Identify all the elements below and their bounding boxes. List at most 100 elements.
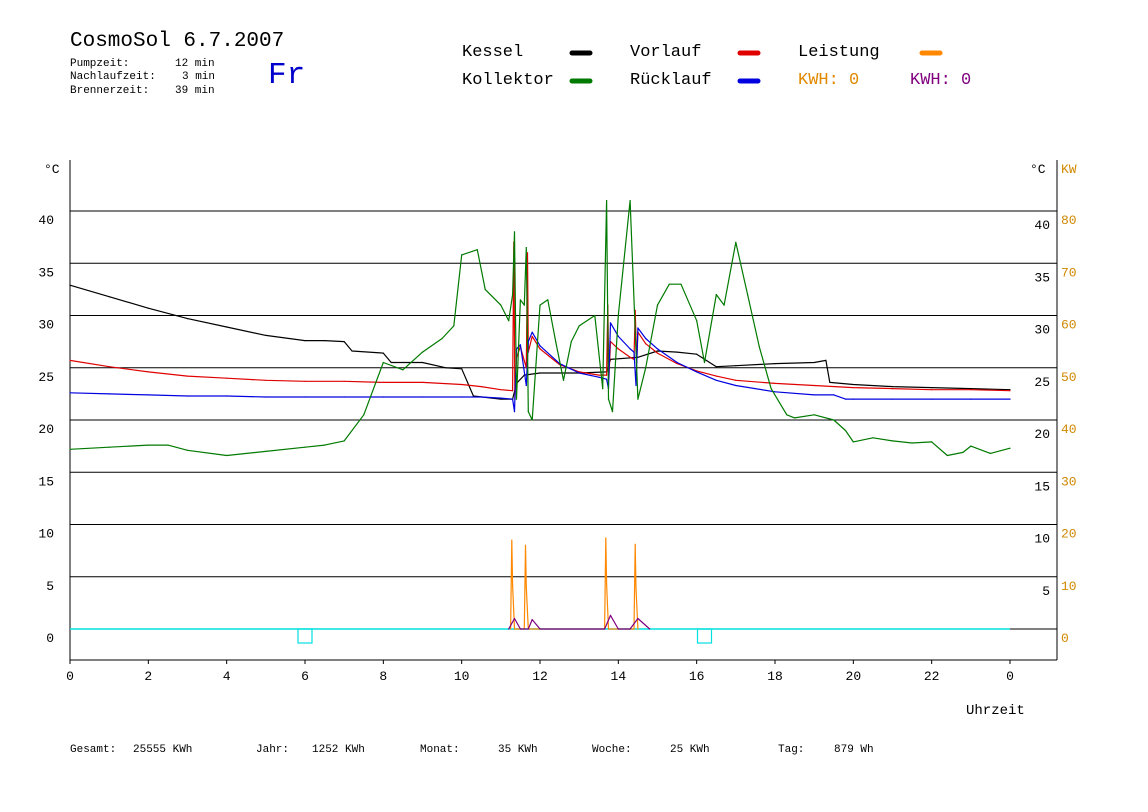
series-point-kwh2-2 bbox=[519, 628, 522, 630]
series-point-kollektor-67 bbox=[962, 451, 964, 453]
series-point-vorlauf-5 bbox=[265, 379, 267, 381]
footer-woche-value: 25 KWh bbox=[670, 744, 710, 756]
time-value-brenner: 39 min bbox=[175, 85, 215, 97]
series-point-ruecklauf-17 bbox=[525, 384, 527, 387]
series-line-kollektor bbox=[69, 200, 1011, 457]
series-point-kollektor-61 bbox=[852, 441, 854, 443]
series-point-vorlauf-30 bbox=[617, 348, 619, 350]
series-point-ruecklauf-23 bbox=[598, 376, 600, 378]
footer-gesamt-value: 25555 KWh bbox=[133, 744, 193, 756]
series-point-vorlauf-25 bbox=[598, 374, 600, 376]
series-point-kollektor-18 bbox=[484, 288, 486, 290]
series-point-kollektor-14 bbox=[441, 337, 443, 340]
series-point-ruecklauf-1 bbox=[108, 393, 110, 395]
series-point-leistung-3 bbox=[513, 628, 516, 630]
series-line-kessel bbox=[69, 284, 1011, 400]
x-tick-label-10: 20 bbox=[846, 669, 862, 684]
series-point-kessel-20 bbox=[539, 372, 541, 374]
series-point-ruecklauf-41 bbox=[844, 398, 847, 400]
series-point-vorlauf-26 bbox=[606, 374, 608, 376]
footer-jahr-value: 1252 KWh bbox=[312, 744, 365, 756]
x-tick-label-12: 0 bbox=[1006, 669, 1014, 684]
y-right2-tick-label-2: 20 bbox=[1061, 527, 1077, 542]
series-point-vorlauf-2 bbox=[147, 371, 149, 373]
time-value-nachlauf: 3 min bbox=[182, 71, 216, 83]
legend-kwh1-label: KWH: 0 bbox=[798, 71, 860, 90]
series-point-ruecklauf-37 bbox=[735, 384, 737, 387]
series-point-kollektor-42 bbox=[629, 200, 631, 202]
series-point-kessel-1 bbox=[108, 296, 110, 298]
series-point-kollektor-60 bbox=[844, 429, 847, 432]
series-point-kollektor-15 bbox=[453, 325, 455, 327]
y-left-tick-label-8: 40 bbox=[38, 213, 54, 228]
series-point-kessel-25 bbox=[656, 350, 659, 352]
y-left-tick-label-7: 35 bbox=[38, 265, 54, 280]
series-point-kollektor-46 bbox=[668, 283, 670, 285]
series-point-kollektor-16 bbox=[461, 254, 463, 256]
series-point-kessel-16 bbox=[500, 398, 502, 400]
series-point-vorlauf-44 bbox=[852, 387, 854, 389]
series-point-kollektor-28 bbox=[531, 419, 533, 421]
series-point-kollektor-24 bbox=[519, 299, 522, 301]
footer-woche-label: Woche: bbox=[592, 744, 632, 756]
series-point-kessel-7 bbox=[324, 340, 326, 342]
series-point-kollektor-44 bbox=[645, 367, 647, 369]
x-tick-label-0: 0 bbox=[66, 669, 74, 684]
y-left-tick-label-5: 25 bbox=[38, 370, 54, 385]
x-tick-label-2: 4 bbox=[223, 669, 231, 684]
series-point-ruecklauf-4 bbox=[226, 395, 228, 397]
series-point-leistung-14 bbox=[635, 587, 637, 589]
x-tick-label-3: 6 bbox=[301, 669, 309, 684]
series-point-kollektor-64 bbox=[911, 442, 913, 444]
x-tick-label-11: 22 bbox=[924, 669, 940, 684]
series-point-vorlauf-47 bbox=[970, 389, 972, 391]
series-point-kollektor-39 bbox=[607, 398, 610, 400]
series-point-ruecklauf-27 bbox=[617, 335, 619, 337]
series-point-ruecklauf-3 bbox=[186, 395, 189, 397]
series-point-ruecklauf-9 bbox=[421, 396, 424, 398]
series-point-ruecklauf-14 bbox=[513, 411, 516, 413]
series-point-leistung-12 bbox=[633, 628, 635, 630]
series-point-ruecklauf-10 bbox=[461, 396, 463, 398]
series-point-vorlauf-46 bbox=[931, 389, 933, 391]
series-point-kollektor-23 bbox=[515, 398, 518, 400]
series-point-ruecklauf-44 bbox=[931, 398, 933, 400]
y-right2-unit-label: KW bbox=[1061, 162, 1077, 177]
series-point-kessel-14 bbox=[461, 368, 463, 370]
series-point-ruecklauf-0 bbox=[69, 392, 71, 394]
series-point-kollektor-11 bbox=[382, 361, 384, 364]
series-point-leistung-9 bbox=[605, 537, 607, 539]
series-point-kessel-3 bbox=[186, 318, 189, 320]
series-point-kollektor-2 bbox=[147, 444, 149, 446]
series-point-kwh2-9 bbox=[629, 628, 631, 630]
series-point-kollektor-37 bbox=[602, 388, 604, 390]
series-point-vorlauf-42 bbox=[774, 382, 776, 384]
series-point-ruecklauf-45 bbox=[970, 398, 972, 400]
legend-ruecklauf-label: Rücklauf bbox=[630, 71, 712, 90]
series-point-ruecklauf-30 bbox=[635, 384, 637, 387]
series-point-kessel-8 bbox=[343, 341, 345, 343]
series-point-vorlauf-7 bbox=[343, 380, 345, 382]
series-point-kollektor-63 bbox=[891, 440, 894, 442]
y-left-tick-label-1: 5 bbox=[46, 579, 54, 594]
y-right-tick-label-2: 15 bbox=[1034, 479, 1050, 494]
series-point-kollektor-40 bbox=[611, 411, 614, 413]
series-point-kessel-12 bbox=[421, 361, 424, 364]
series-point-kessel-29 bbox=[735, 365, 737, 367]
series-point-ruecklauf-31 bbox=[637, 327, 639, 329]
footer-monat-label: Monat: bbox=[420, 744, 460, 756]
series-point-kessel-27 bbox=[696, 353, 698, 355]
series-point-kollektor-22 bbox=[513, 231, 516, 233]
series-point-vorlauf-8 bbox=[382, 381, 384, 383]
series-point-kollektor-68 bbox=[970, 445, 972, 447]
x-tick-label-7: 14 bbox=[611, 669, 627, 684]
series-point-ruecklauf-39 bbox=[813, 394, 815, 396]
series-point-kollektor-66 bbox=[946, 454, 948, 457]
y-right2-tick-label-0: 0 bbox=[1061, 631, 1069, 646]
series-point-kollektor-8 bbox=[324, 444, 326, 446]
series-point-ruecklauf-36 bbox=[715, 379, 717, 381]
series-point-kollektor-5 bbox=[226, 454, 228, 457]
series-point-kessel-24 bbox=[637, 356, 639, 358]
series-point-vorlauf-12 bbox=[500, 389, 502, 391]
series-point-kollektor-51 bbox=[723, 304, 725, 306]
